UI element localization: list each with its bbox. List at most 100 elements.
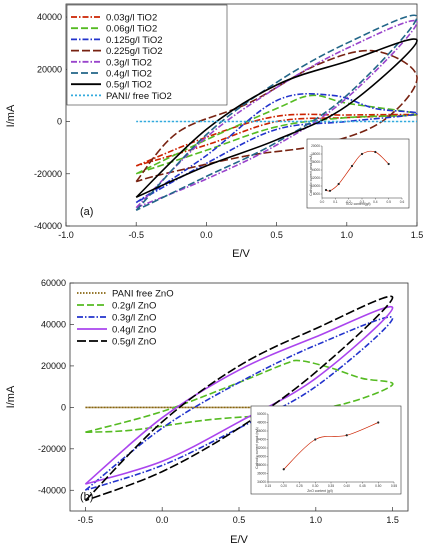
panel-b-inset: 34000 36000 38000 40000 42000 44000 46000 48000… [250,405,402,495]
panel-a-inset-point [337,182,340,186]
panel-b-xtick-label: 1.5 [386,515,399,525]
panel-a-ytick-label: 0 [57,117,62,127]
panel-a-legend-box [66,4,228,106]
panel-b-xtick-label: 0.0 [156,515,169,525]
panel-a-inset-point [324,188,328,192]
panel-b-inset-ytick-label: 42000 [257,446,266,450]
panel-a-inset-point [328,189,332,192]
panel-a-inset-ytick-label: 10000 [311,184,320,188]
panel-a-inset-ytick-label: 14000 [311,168,320,172]
panel-b-inset-frame [250,405,402,495]
panel-b-ytick-label: 60000 [41,278,66,288]
panel-b-series-line-3 [84,316,394,492]
panel-b-inset-ylabel: Cathodic current peak (mA) [255,427,259,468]
panel-b-ylabel: I/mA [5,385,17,408]
panel-b-inset-point [345,434,348,437]
panel-b-ytick-label: 0 [61,402,66,412]
panel-a-y-ticks: -40000 -20000 0 20000 40000 [34,12,70,231]
panel-b-inset-ytick-label: 44000 [257,438,266,442]
panel-a-series-line-3 [135,92,418,204]
panel-b-inset-content: 34000 36000 38000 40000 42000 44000 46000 48000… [257,412,397,488]
panel-a-series-line-7 [135,38,418,199]
panel-a-xtick-label: 0.5 [270,230,283,240]
panel-a-series-line-2 [135,94,418,175]
panel-a-inset-xtick-label: 0.5 [386,200,391,204]
panel-b-inset-ytick-label: 46000 [257,429,266,433]
panel-b-inset-point [314,438,317,441]
panel-b-inset-point [377,421,380,424]
panel-b-inset-xtick-label: 0.15 [265,484,271,488]
panel-b-xtick-label: -0.5 [78,515,94,525]
panel-a-xtick-label: 1.0 [341,230,354,240]
panel-a-xtick-label: 1.5 [411,230,423,240]
panel-b-legend-label: 0.5g/l ZnO [112,337,156,348]
panel-a-ytick-label: 40000 [37,12,62,22]
panel-a-xtick-label: -1.0 [58,230,74,240]
panel-a-series-line-6 [135,14,418,212]
panel-a-legend-label: 0.125g/l TiO2 [106,35,163,46]
panel-a-inset-xtick-label: 0.3 [360,200,365,204]
panel-b-inset-line [283,422,379,470]
panel-b-inset-ytick-label: 48000 [257,421,266,425]
panel-b-inset-xtick-label: 0.35 [328,484,334,488]
panel-b-inset-xtick-label: 0.55 [391,484,397,488]
panel-b-inset-ytick-label: 38000 [257,463,266,467]
panel-a-legend-label: 0.06g/l TiO2 [106,24,157,35]
panel-a-x-ticks: -1.0 -0.5 0.0 0.5 1.0 1.5 [58,222,423,240]
panel-b-legend-label: PANI free ZnO [112,289,174,300]
panel-a-legend-label: 0.5g/l TiO2 [106,80,152,91]
panel-a-inset-ytick-label: 16000 [311,160,320,164]
panel-b-inset-xlabel: ZnO content (g/l) [307,489,332,493]
panel-b-inset-xtick-label: 0.20 [281,484,287,488]
panel-a-ytick-label: 20000 [37,64,62,74]
panel-a-inset-point [360,152,364,156]
panel-a-xtick-label: -0.5 [128,230,144,240]
panel-b-series [84,295,394,502]
panel-b-xtick-label: 1.0 [310,515,323,525]
panel-a-ytick-label: -20000 [34,169,62,179]
panel-a-legend-label: PANI/ free TiO2 [106,91,172,102]
panel-b-x-ticks: -0.5 0.0 0.5 1.0 1.5 [78,507,399,525]
panel-a-inset-ylabel: Cathodic current peak (mA) [309,154,313,195]
panel-b-inset-ytick-label: 36000 [257,472,266,476]
panel-a-inset-xtick-label: 0.6 [400,200,405,204]
panel-b-legend-label: 0.3g/l ZnO [112,313,156,324]
panel-b-inset-point [282,468,285,471]
panel-a-series [135,14,418,212]
panel-b-series-line-5 [84,295,394,502]
panel-b-ytick-label: 20000 [41,361,66,371]
panel-b-inset-ytick-label: 50000 [257,412,266,416]
panel-b-series-line-4 [84,305,394,485]
panel-a-inset-ytick-label: 18000 [311,152,320,156]
panel-a-inset-point [387,162,390,166]
panel-a-inset-xtick-label: 0.4 [373,200,378,204]
panel-a-inset-xlabel: TiO2 content(g/l) [345,202,370,206]
panel-b-inset-xtick-label: 0.45 [359,484,365,488]
panel-b-inset-xtick-label: 0.30 [312,484,318,488]
panel-b-series-line-2 [85,359,394,433]
panel-b-inset-ytick-label: 34000 [257,480,266,484]
panel-a-legend-label: 0.4g/l TiO2 [106,69,152,80]
panel-a-ylabel: I/mA [5,104,17,127]
panel-a-inset-xtick-label: 0.1 [333,200,338,204]
panel-b-ytick-label: -40000 [38,485,66,495]
panel-a-inset-ytick-label: 12000 [311,176,320,180]
panel-a-xtick-label: 0.0 [200,230,213,240]
panel-b: -40000 -20000 0 20000 40000 60000 -0.5 0.0 0.5 1… [5,278,409,546]
panel-a-ytick-label: -40000 [34,221,62,231]
panel-a-legend-label: 0.225g/l TiO2 [106,46,163,57]
panel-a-panel-label: (a) [80,206,93,218]
panel-b-xtick-label: 0.5 [233,515,246,525]
panel-b-ytick-label: 40000 [41,319,66,329]
panel-a-xlabel: E/V [232,248,250,260]
panel-b-y-ticks: -40000 -20000 0 20000 40000 60000 [38,278,74,495]
panel-a-inset: 8000 10000 12000 14000 16000 18000 20000 0.0 0.1… [306,138,410,209]
panel-a: -40000 -20000 0 20000 40000 -1.0 -0.5 0.0 0.5 1.… [5,3,423,260]
panel-a-inset-xtick-label: 0.0 [320,200,325,204]
panel-a-inset-point [374,150,377,154]
